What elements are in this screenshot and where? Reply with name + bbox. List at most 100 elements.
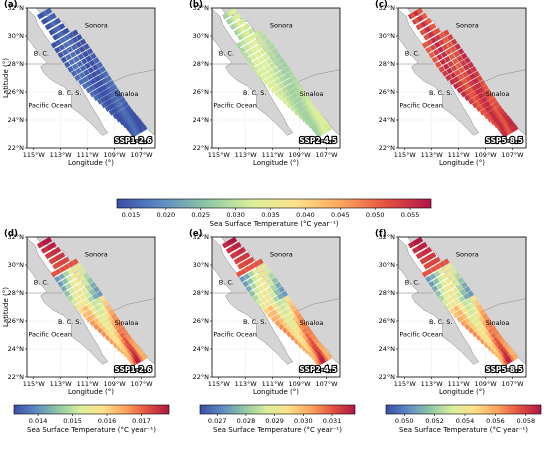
lat-tick-label: 28°N xyxy=(193,289,210,297)
sst-cell xyxy=(83,272,90,279)
sst-cell xyxy=(69,280,77,287)
sst-cell xyxy=(60,285,68,292)
sst-cell xyxy=(310,105,317,112)
sst-cell xyxy=(482,84,489,91)
lat-tick-label: 30°N xyxy=(8,261,25,269)
sst-cell xyxy=(446,270,453,277)
place-label-pacific: Pacific Ocean xyxy=(213,330,257,338)
sst-cell xyxy=(58,44,66,51)
colorbar-gradient xyxy=(13,404,170,415)
sst-cell xyxy=(75,67,82,75)
sst-cell xyxy=(260,41,267,48)
sst-cell xyxy=(426,39,433,46)
panel-letter: (c) xyxy=(375,0,388,10)
sst-cell xyxy=(461,71,469,78)
sst-cell xyxy=(454,69,461,76)
colorbar-tick-label: 0.020 xyxy=(157,211,176,219)
sst-cell xyxy=(116,321,124,329)
sst-cell xyxy=(70,70,78,77)
sst-cell xyxy=(249,61,256,68)
sst-cell xyxy=(487,321,495,329)
sst-cell xyxy=(428,280,436,288)
sst-cell xyxy=(296,313,303,320)
sst-cell xyxy=(429,252,437,259)
sst-cell xyxy=(266,287,273,294)
sst-cell xyxy=(68,287,76,295)
sst-cell xyxy=(457,277,465,284)
lon-tick-label: 115°W xyxy=(394,380,417,388)
lon-tick-label: 115°W xyxy=(208,151,231,159)
sst-cell xyxy=(304,325,312,333)
sst-cell xyxy=(63,263,71,270)
sst-cell xyxy=(235,41,243,49)
lat-tick-label: 22°N xyxy=(379,373,396,381)
sst-cell xyxy=(66,46,73,53)
colorbar-label: Sea Surface Temperature (°C year⁻¹) xyxy=(27,426,156,434)
sst-cell xyxy=(416,237,424,244)
sst-cell xyxy=(430,36,437,44)
sst-cell xyxy=(83,43,90,50)
sst-cell xyxy=(493,101,500,108)
sst-cell xyxy=(479,309,486,316)
lat-tick-label: 22°N xyxy=(379,144,396,152)
sst-cell xyxy=(57,280,65,288)
colorbar-tick-label: 0.031 xyxy=(323,417,342,425)
sst-cell xyxy=(275,300,283,307)
x-axis-label: Longitude (°) xyxy=(68,388,114,396)
sst-cell xyxy=(456,309,464,316)
sst-cell xyxy=(86,302,94,310)
sst-cell xyxy=(75,296,82,304)
lat-tick-label: 28°N xyxy=(379,60,396,68)
sst-cell xyxy=(463,293,470,300)
sst-cell xyxy=(463,64,470,71)
sst-cell xyxy=(482,313,489,320)
sst-cell xyxy=(65,53,72,61)
sst-cell xyxy=(261,289,268,297)
sst-cell xyxy=(55,268,62,275)
sst-cell xyxy=(67,268,74,275)
sst-cell xyxy=(256,292,264,299)
sst-cell xyxy=(470,295,477,302)
sst-cell xyxy=(444,56,451,63)
sst-cell xyxy=(268,272,275,279)
sst-cell xyxy=(102,299,109,307)
sst-cell xyxy=(490,96,498,104)
sst-cell xyxy=(82,50,89,58)
colorbar-tick-label: 0.052 xyxy=(425,417,444,425)
sst-cell xyxy=(77,53,85,60)
sst-cell xyxy=(268,298,275,305)
lat-tick-label: 26°N xyxy=(193,317,210,325)
colorbar-tick-label: 0.014 xyxy=(29,417,48,425)
sst-cell xyxy=(456,284,464,291)
x-axis-label: Longitude (°) xyxy=(68,159,114,167)
sst-cell xyxy=(259,48,266,56)
sst-cell xyxy=(90,306,97,314)
sst-grid xyxy=(221,237,333,367)
sst-cell xyxy=(245,285,253,292)
sst-cell xyxy=(430,265,437,273)
sst-cell xyxy=(264,294,272,301)
place-label-bcs: B. C. S. xyxy=(243,318,266,326)
sst-cell xyxy=(438,260,446,268)
sst-cell xyxy=(76,34,83,41)
sst-cell xyxy=(82,279,89,287)
sst-cell xyxy=(449,275,457,282)
sst-cell xyxy=(111,84,118,91)
map-panel-f: Sonora B. C. B. C. S. Sinaloa Pacific Ocean S… xyxy=(375,229,527,396)
sst-cell xyxy=(67,31,75,39)
sst-cell xyxy=(445,277,452,285)
sst-cell xyxy=(57,51,65,59)
panel-frame xyxy=(26,236,156,378)
colorbar-tick-label: 0.050 xyxy=(366,211,385,219)
sst-cell xyxy=(58,273,66,280)
sst-cell xyxy=(248,270,255,278)
sst-cell xyxy=(254,51,262,58)
sst-cell xyxy=(96,61,103,69)
sst-cell xyxy=(496,105,503,112)
sst-cell xyxy=(456,80,464,87)
sst-cell xyxy=(256,63,264,70)
sst-cell xyxy=(269,62,276,69)
sst-cell xyxy=(267,76,274,83)
